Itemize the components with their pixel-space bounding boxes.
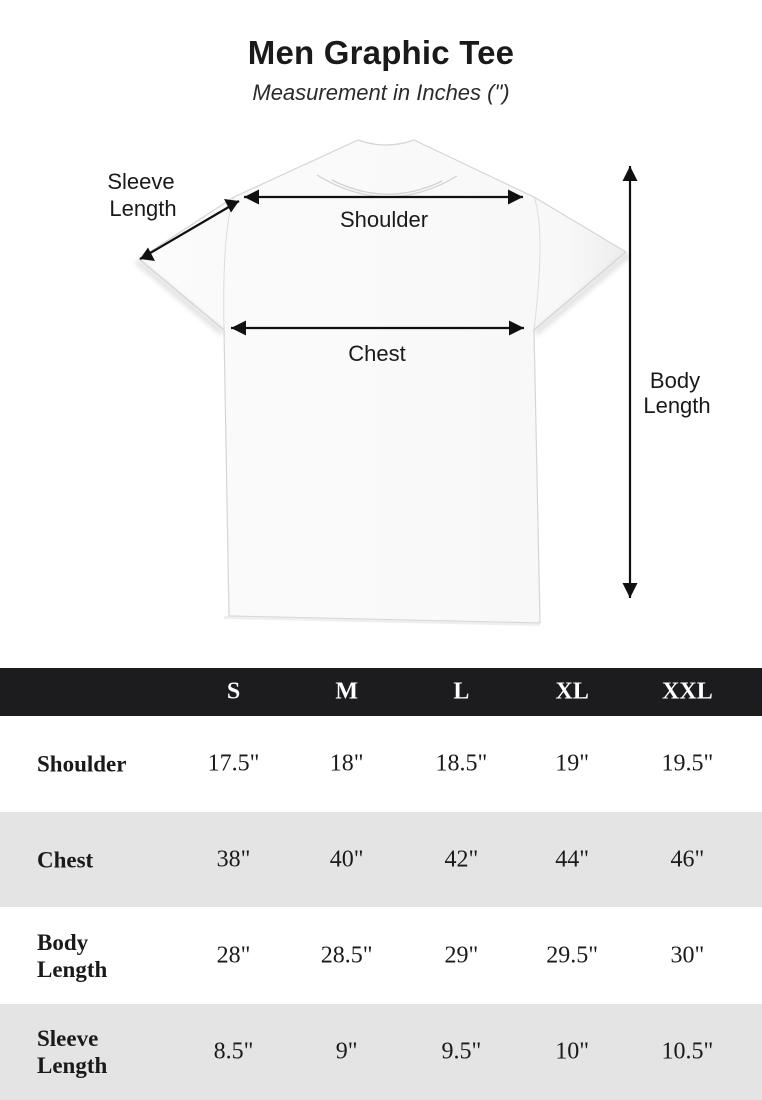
svg-text:Chest: Chest: [348, 341, 405, 366]
svg-text:Body: Body: [650, 368, 700, 393]
svg-text:Length: Length: [643, 393, 710, 418]
svg-text:Length: Length: [109, 196, 176, 221]
svg-text:Sleeve: Sleeve: [107, 169, 174, 194]
svg-text:Shoulder: Shoulder: [340, 207, 428, 232]
